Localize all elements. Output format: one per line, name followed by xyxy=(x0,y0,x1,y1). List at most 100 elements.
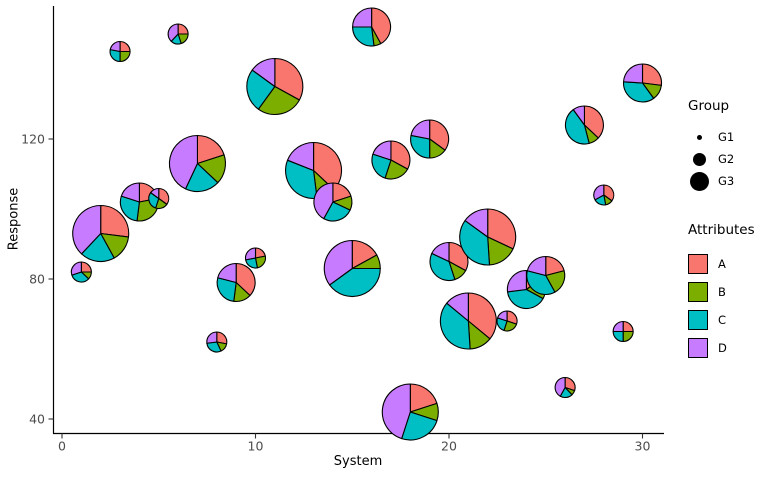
pie-system-7 xyxy=(168,134,226,193)
legend-attribute-label: D xyxy=(718,341,727,355)
color-swatch-icon xyxy=(688,254,708,274)
pie-slice-A xyxy=(274,57,304,101)
pie-system-28 xyxy=(593,184,615,206)
size-dot-icon xyxy=(696,134,702,140)
pie-slice-C xyxy=(439,302,471,350)
x-axis-title: System xyxy=(333,454,383,469)
pie-slice-D xyxy=(593,184,605,201)
pie-slice-C xyxy=(622,81,655,103)
pie-slice-D xyxy=(109,40,121,53)
pie-slice-D xyxy=(72,204,102,255)
pie-slice-C xyxy=(410,134,431,159)
pie-slice-D xyxy=(251,57,276,88)
size-dot-icon xyxy=(692,152,706,166)
pie-slice-D xyxy=(496,310,508,322)
color-swatch-icon xyxy=(688,282,708,302)
pie-system-30 xyxy=(622,63,663,103)
pie-slice-D xyxy=(323,239,353,286)
legend-group-item-G3: G3 xyxy=(688,170,766,192)
x-tick-label: 0 xyxy=(58,439,66,454)
pie-system-5 xyxy=(148,187,170,210)
pie-slice-A xyxy=(622,320,634,333)
pie-slice-C xyxy=(371,153,392,179)
pie-slice-D xyxy=(286,141,315,172)
legend-group-items: G1 G2 G3 xyxy=(688,126,766,192)
pie-slice-C xyxy=(429,252,456,282)
pie-system-1 xyxy=(70,261,92,283)
pie-slice-D xyxy=(464,208,489,238)
pie-slice-D xyxy=(313,182,334,220)
pie-slice-A xyxy=(583,105,604,139)
legend-group-label: G2 xyxy=(718,152,735,166)
pie-system-27 xyxy=(564,105,604,145)
pie-slice-D xyxy=(150,187,160,200)
x-tick-label: 10 xyxy=(248,439,264,454)
pie-system-22 xyxy=(459,208,517,266)
pie-slice-A xyxy=(177,23,189,35)
pie-system-19 xyxy=(410,119,450,159)
x-tick-label: 20 xyxy=(441,439,457,454)
pie-system-8 xyxy=(206,331,228,353)
pie-slice-C xyxy=(526,270,556,296)
y-axis-title: Response xyxy=(6,187,22,251)
pie-slice-C xyxy=(507,288,544,310)
pie-system-9 xyxy=(216,262,256,303)
pie-slice-D xyxy=(526,255,547,277)
size-dot-icon xyxy=(689,171,709,191)
pie-system-29 xyxy=(612,320,634,343)
pie-system-15 xyxy=(323,239,381,298)
color-swatch-icon xyxy=(688,338,708,358)
pie-slice-D xyxy=(244,247,257,261)
pie-slice-D xyxy=(612,320,624,333)
pie-slice-D xyxy=(217,262,237,284)
pie-slice-A xyxy=(467,292,497,340)
legend-group-label: G1 xyxy=(718,130,735,144)
legend-attribute-label: C xyxy=(718,313,727,327)
pie-slice-D xyxy=(70,261,82,276)
pie-slice-D xyxy=(431,241,450,263)
legend-attribute-item-C: C xyxy=(688,306,766,334)
pie-system-2 xyxy=(72,204,130,263)
pie-slice-B xyxy=(622,330,634,343)
pie-system-23 xyxy=(496,310,518,332)
pie-slice-D xyxy=(168,134,198,190)
pie-slice-A xyxy=(641,63,663,86)
pie-system-3 xyxy=(109,40,131,63)
pie-slice-C xyxy=(119,195,140,222)
size-dot-box xyxy=(688,152,710,166)
pie-system-21 xyxy=(439,292,497,350)
pie-slice-D xyxy=(410,119,431,140)
pie-system-25 xyxy=(526,255,566,296)
pie-slice-C xyxy=(401,411,438,441)
pie-slice-D xyxy=(381,383,411,440)
pie-slice-D xyxy=(554,376,566,397)
pie-slice-C xyxy=(246,69,276,110)
pie-slice-A xyxy=(80,261,92,273)
pie-system-14 xyxy=(313,182,353,222)
pie-slice-D xyxy=(622,63,644,84)
legend-attribute-item-A: A xyxy=(688,250,766,278)
legend-attribute-item-B: B xyxy=(688,278,766,306)
pie-slice-C xyxy=(564,109,590,145)
y-tick-label: 80 xyxy=(29,272,45,287)
pie-slice-C xyxy=(352,26,375,47)
pie-system-17 xyxy=(371,140,411,180)
pie-slice-A xyxy=(487,208,517,250)
pie-slice-D xyxy=(120,182,140,203)
pie-slice-C xyxy=(612,330,624,343)
pie-slice-D xyxy=(572,105,585,126)
pie-slice-D xyxy=(167,23,179,42)
y-tick-label: 40 xyxy=(29,412,45,427)
pie-slice-C xyxy=(285,159,318,200)
legend-attribute-item-D: D xyxy=(688,334,766,362)
pie-slice-A xyxy=(235,262,256,297)
legend-attributes-title: Attributes xyxy=(688,222,755,238)
pie-system-6 xyxy=(167,23,189,45)
pie-system-16 xyxy=(352,7,392,47)
pie-system-26 xyxy=(554,376,576,399)
size-dot-box xyxy=(688,134,710,140)
legend-group-label: G3 xyxy=(718,174,735,188)
